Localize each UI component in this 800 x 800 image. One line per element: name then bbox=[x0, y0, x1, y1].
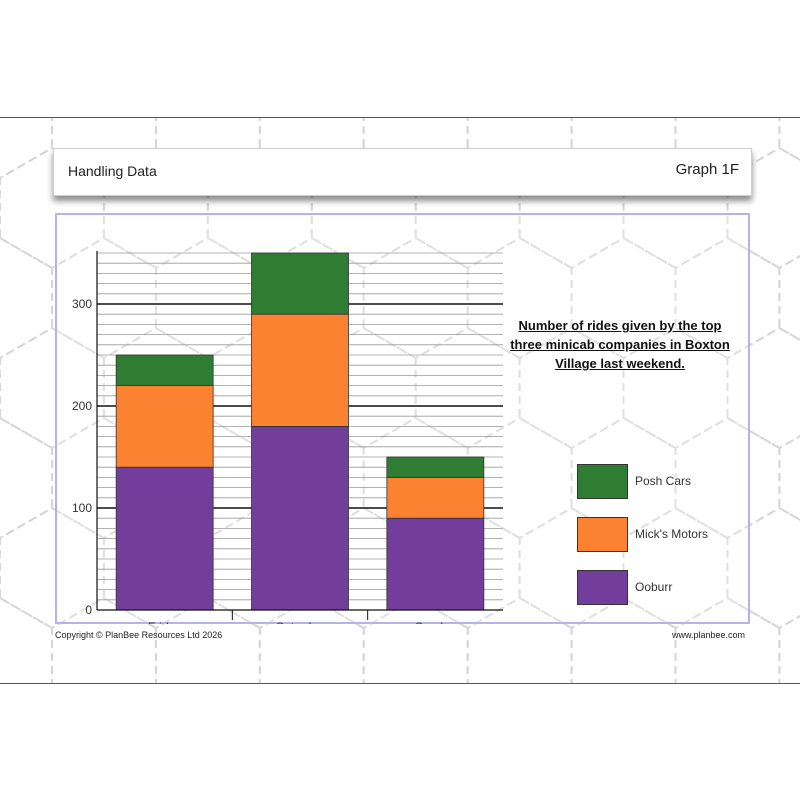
background-hexagon bbox=[310, 326, 417, 450]
bar-segment-saturday-ooburr bbox=[251, 425, 349, 611]
background-hexagon bbox=[466, 416, 573, 540]
background-hexagon bbox=[622, 326, 729, 450]
legend-item-posh-cars: Posh Cars bbox=[577, 464, 757, 500]
axes bbox=[96, 251, 503, 620]
background-hexagon bbox=[726, 326, 800, 450]
background-hexagon bbox=[778, 118, 800, 162]
bar-segment-friday-posh-cars bbox=[115, 354, 214, 387]
graph-label: Graph 1F bbox=[675, 161, 739, 178]
background-hexagon bbox=[622, 506, 729, 630]
chart-title: Number of rides given by the top three m… bbox=[510, 318, 730, 371]
background-hexagon bbox=[0, 326, 105, 450]
background-hexagon bbox=[0, 416, 53, 540]
y-tick-label: 0 bbox=[85, 603, 92, 617]
background-hexagon bbox=[0, 118, 53, 180]
stacked-bar-chart: Friday Saturday Sunday 0 100 200 300 bbox=[72, 251, 503, 624]
background-hexagon bbox=[570, 416, 677, 540]
bars bbox=[115, 252, 485, 611]
background-hexagon bbox=[362, 236, 469, 360]
background-hexagon bbox=[778, 254, 800, 342]
background-hexagon bbox=[674, 596, 781, 683]
background-hexagon bbox=[51, 236, 157, 360]
tick-labels: Friday Saturday Sunday 0 100 200 300 bbox=[72, 297, 456, 624]
website-text: www.planbee.com bbox=[671, 630, 745, 640]
header-title: Handling Data bbox=[68, 163, 157, 179]
y-tick-label: 300 bbox=[72, 297, 92, 311]
copyright-text: Copyright © PlanBee Resources Ltd 2026 bbox=[55, 630, 223, 640]
background-hexagon bbox=[518, 506, 625, 630]
background-hexagon bbox=[102, 326, 209, 450]
background-hexagon bbox=[674, 416, 781, 540]
background-hexagon bbox=[778, 614, 800, 683]
worksheet-page: Handling Data Graph 1F Friday Saturday Sun… bbox=[0, 117, 800, 684]
background-hexagon bbox=[362, 416, 469, 540]
x-tick-label: Friday bbox=[148, 620, 181, 624]
background-hexagon bbox=[466, 236, 573, 360]
background-hexagon bbox=[570, 236, 677, 360]
bar-segment-sunday-posh-cars bbox=[386, 456, 485, 478]
legend-label-ooburr: Ooburr bbox=[635, 580, 673, 594]
y-tick-label: 200 bbox=[72, 399, 92, 413]
bar-segment-saturday-posh-cars bbox=[251, 252, 349, 315]
header-bar: Handling Data Graph 1F bbox=[53, 148, 752, 196]
legend-item-ooburr: Ooburr bbox=[577, 570, 757, 606]
background-hexagon bbox=[258, 236, 365, 360]
bar-segment-friday-ooburr bbox=[115, 466, 214, 611]
bar-segment-sunday-mick-s-motors bbox=[386, 476, 485, 519]
background-hexagon bbox=[414, 326, 521, 450]
bar-segment-friday-mick-s-motors bbox=[115, 385, 214, 468]
background-hexagon bbox=[674, 236, 781, 360]
legend-swatch-ooburr bbox=[577, 570, 628, 605]
background-hexagon bbox=[0, 146, 105, 270]
background-hexagon bbox=[0, 506, 105, 630]
x-tick-label: Saturday bbox=[276, 620, 324, 624]
background-hexagon bbox=[154, 236, 261, 360]
background-hexagon bbox=[726, 506, 800, 630]
legend-label-posh-cars: Posh Cars bbox=[635, 474, 692, 488]
x-tick-label: Sunday bbox=[415, 620, 456, 624]
legend-item-micks-motors: Mick's Motors bbox=[577, 517, 757, 553]
background-hexagon bbox=[51, 596, 157, 683]
y-tick-label: 100 bbox=[72, 501, 92, 515]
legend-label-micks-motors: Mick's Motors bbox=[635, 527, 708, 541]
background-hexagon bbox=[778, 434, 800, 522]
bar-segment-saturday-mick-s-motors bbox=[251, 313, 349, 427]
background-hexagon bbox=[726, 146, 800, 270]
background-hexagon bbox=[0, 236, 53, 360]
background-hexagon bbox=[466, 596, 573, 683]
legend-swatch-posh-cars bbox=[577, 464, 628, 499]
background-hexagon bbox=[51, 416, 157, 540]
legend-swatch-micks-motors bbox=[577, 517, 628, 552]
background-hexagon bbox=[518, 326, 625, 450]
background-hexagon bbox=[0, 596, 53, 683]
bar-segment-sunday-ooburr bbox=[386, 517, 485, 611]
